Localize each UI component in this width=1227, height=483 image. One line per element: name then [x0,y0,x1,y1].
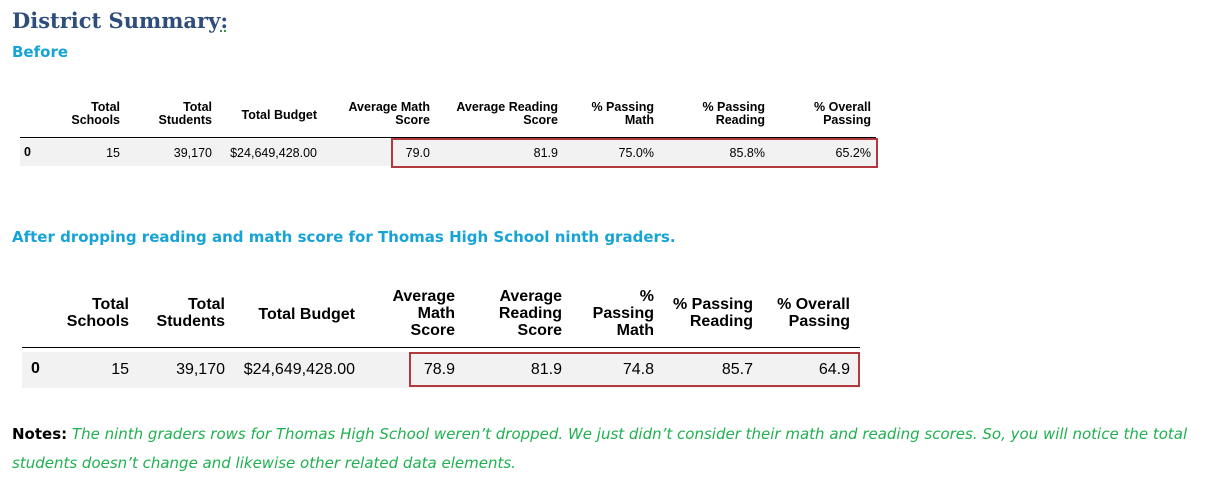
after-header-rule [22,347,860,348]
before-header-rule [20,137,876,138]
before-header-overall-passing: % Overall Passing [814,100,871,128]
before-cell-total-schools: 15 [106,146,120,160]
before-cell-overall-passing: 65.2% [835,146,871,160]
after-cell-avg-math: 78.9 [423,361,455,378]
before-cell-total-students: 39,170 [173,146,212,160]
before-header-avg-math: Average Math Score [348,100,430,128]
before-header-passing-reading: % Passing Reading [702,100,765,128]
after-cell-avg-reading: 81.9 [530,361,562,378]
after-cell-passing-math: 74.8 [622,361,654,378]
before-data-row [20,139,876,166]
before-label: Before [12,43,69,61]
before-cell-passing-reading: 85.8% [729,146,765,160]
after-data-row [22,352,860,388]
after-cell-total-budget: $24,649,428.00 [243,361,355,378]
title-colon: : [220,8,229,33]
before-cell-avg-math: 79.0 [405,146,430,160]
page-title: District Summary: [12,8,229,33]
before-highlight-box [391,138,878,168]
before-header-avg-reading: Average Reading Score [456,100,558,128]
after-label: After dropping reading and math score fo… [12,228,676,246]
after-row-index: 0 [31,360,40,377]
after-highlight-box [409,352,860,387]
after-cell-total-schools: 15 [111,361,129,378]
after-header-total-budget: Total Budget [258,306,355,323]
after-header-passing-reading: % Passing Reading [672,296,753,330]
after-header-avg-math: Average Math Score [392,288,455,339]
before-header-passing-math: % Passing Math [591,100,654,128]
notes-text: The ninth graders rows for Thomas High S… [12,425,1188,472]
before-header-total-students: Total Students [158,100,212,128]
notes-label: Notes: [12,425,68,443]
after-header-total-schools: Total Schools [66,296,129,330]
before-cell-avg-reading: 81.9 [533,146,558,160]
before-header-total-budget: Total Budget [241,108,317,122]
after-header-total-students: Total Students [156,296,225,330]
after-cell-passing-reading: 85.7 [721,361,753,378]
after-cell-total-students: 39,170 [176,361,225,378]
after-header-passing-math: % Passing Math [592,288,654,339]
before-cell-passing-math: 75.0% [618,146,654,160]
before-row-index: 0 [24,145,31,159]
notes-paragraph: Notes: The ninth graders rows for Thomas… [12,420,1222,478]
before-header-total-schools: Total Schools [71,100,120,128]
before-cell-total-budget: $24,649,428.00 [230,146,317,160]
after-header-avg-reading: Average Reading Score [498,288,562,339]
after-header-overall-passing: % Overall Passing [777,296,850,330]
after-cell-overall-passing: 64.9 [818,361,850,378]
